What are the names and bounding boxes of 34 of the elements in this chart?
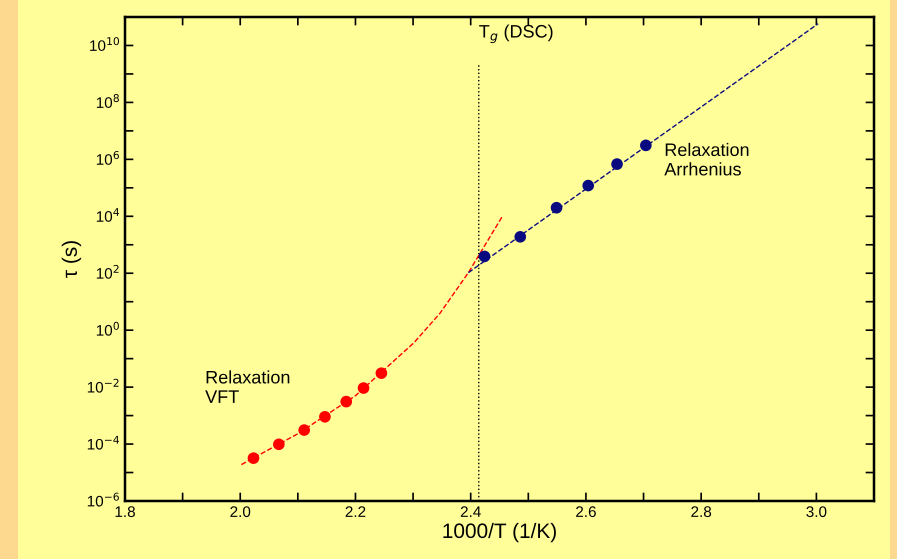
y-tick-label: 10$^{10}$	[90, 37, 120, 52]
point	[376, 367, 388, 379]
x-axis-title: 1000/T (1/K)	[443, 522, 556, 542]
y-tick-label: 10$^{4}$	[96, 208, 120, 222]
point	[478, 250, 490, 262]
x-tick-label: 2.0	[230, 506, 250, 518]
point	[319, 410, 331, 423]
x-tick-label: 2.4	[460, 506, 481, 517]
x-tick-label: 2.2	[346, 506, 366, 517]
y-tick-label: 10$^{−2}$	[88, 378, 119, 393]
point	[514, 231, 526, 243]
y-tick-label: 10$^{2}$	[96, 264, 119, 279]
point	[340, 396, 352, 408]
point	[582, 180, 594, 192]
y-tick-label: 10$^{6}$	[96, 150, 119, 165]
legend-label: T$_{g}$ (DSC)	[479, 24, 553, 44]
y-axis-title: τ (s)	[62, 241, 82, 278]
series-label: Relaxation Arrhenius	[664, 142, 748, 176]
y-tick-label: 10$^{0}$	[96, 322, 119, 336]
point	[640, 140, 652, 152]
point	[550, 202, 562, 214]
point	[611, 158, 623, 170]
x-tick-label: 2.6	[576, 506, 596, 518]
point	[298, 424, 310, 436]
point	[358, 382, 370, 394]
y-tick-label: 10$^{−4}$	[88, 436, 119, 450]
point	[273, 438, 285, 450]
y-tick-label: 10$^{8}$	[96, 94, 119, 108]
x-tick-label: 3.0	[806, 506, 826, 518]
x-tick-label: 2.8	[691, 506, 712, 518]
x-tick-label: 1.8	[116, 506, 135, 518]
y-tick-label: 10$^{−6}$	[88, 492, 119, 507]
series-label: Relaxation VFT	[205, 370, 290, 403]
point	[248, 452, 260, 464]
